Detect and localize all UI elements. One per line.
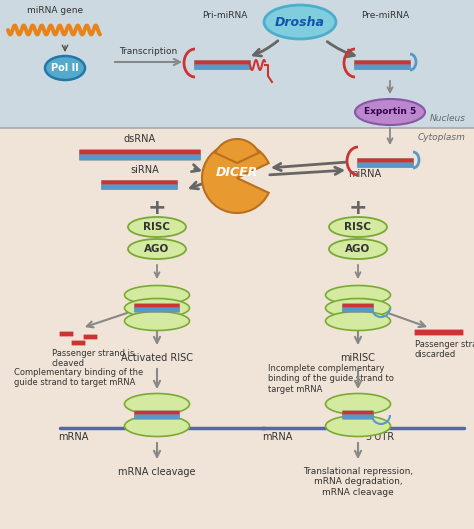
- FancyArrowPatch shape: [355, 329, 361, 343]
- FancyBboxPatch shape: [60, 332, 73, 336]
- FancyBboxPatch shape: [79, 154, 201, 160]
- FancyArrowPatch shape: [154, 443, 160, 457]
- FancyBboxPatch shape: [72, 341, 85, 345]
- FancyBboxPatch shape: [342, 304, 374, 308]
- Text: Nucleus: Nucleus: [430, 114, 466, 123]
- Text: +: +: [349, 198, 367, 218]
- FancyArrowPatch shape: [388, 81, 392, 92]
- FancyArrowPatch shape: [154, 329, 160, 343]
- FancyArrowPatch shape: [274, 162, 345, 171]
- FancyBboxPatch shape: [134, 415, 180, 419]
- Text: mRNA: mRNA: [262, 432, 292, 442]
- Text: mRNA cleavage: mRNA cleavage: [118, 467, 196, 477]
- Ellipse shape: [128, 239, 186, 259]
- FancyArrowPatch shape: [270, 167, 342, 175]
- Text: Transcription: Transcription: [119, 47, 177, 56]
- Ellipse shape: [264, 5, 336, 39]
- Text: Drosha: Drosha: [275, 15, 325, 29]
- FancyBboxPatch shape: [101, 180, 178, 186]
- Text: Complementary binding of the
guide strand to target mRNA: Complementary binding of the guide stran…: [14, 368, 143, 387]
- Ellipse shape: [128, 217, 186, 237]
- FancyArrowPatch shape: [155, 265, 159, 277]
- Ellipse shape: [45, 56, 85, 80]
- FancyArrowPatch shape: [191, 165, 200, 171]
- FancyBboxPatch shape: [194, 60, 251, 66]
- Ellipse shape: [125, 286, 190, 305]
- FancyBboxPatch shape: [101, 185, 178, 190]
- Text: miRISC: miRISC: [340, 353, 375, 363]
- FancyBboxPatch shape: [357, 162, 414, 168]
- Text: RISC: RISC: [345, 222, 372, 232]
- Text: DICER: DICER: [216, 167, 258, 179]
- Text: mRNA: mRNA: [58, 432, 88, 442]
- Text: Pol II: Pol II: [51, 63, 79, 73]
- Wedge shape: [215, 139, 259, 163]
- FancyBboxPatch shape: [342, 415, 374, 419]
- Ellipse shape: [326, 394, 391, 415]
- Ellipse shape: [326, 286, 391, 305]
- Text: Incomplete complementary
binding of the guide strand to
target mRNA: Incomplete complementary binding of the …: [268, 364, 394, 394]
- Ellipse shape: [125, 415, 190, 436]
- Ellipse shape: [326, 312, 391, 331]
- Text: Pre-miRNA: Pre-miRNA: [361, 11, 409, 20]
- FancyBboxPatch shape: [357, 158, 414, 163]
- Text: AGO: AGO: [145, 244, 170, 254]
- Text: RISC: RISC: [144, 222, 171, 232]
- Ellipse shape: [329, 239, 387, 259]
- FancyArrowPatch shape: [87, 313, 128, 327]
- Text: +: +: [148, 198, 166, 218]
- Bar: [0, 128, 474, 529]
- FancyBboxPatch shape: [194, 65, 251, 70]
- FancyBboxPatch shape: [134, 304, 180, 308]
- FancyBboxPatch shape: [134, 411, 180, 415]
- FancyArrowPatch shape: [388, 128, 392, 143]
- Ellipse shape: [125, 298, 190, 317]
- Text: 3’UTR: 3’UTR: [365, 432, 394, 442]
- FancyBboxPatch shape: [134, 307, 180, 312]
- FancyArrowPatch shape: [355, 443, 361, 457]
- Text: Cytoplasm: Cytoplasm: [418, 133, 466, 142]
- Text: siRNA: siRNA: [130, 165, 159, 175]
- Text: Passenger strand is
discarded: Passenger strand is discarded: [415, 340, 474, 359]
- Text: dsRNA: dsRNA: [124, 134, 156, 144]
- FancyArrowPatch shape: [154, 369, 160, 387]
- Text: AGO: AGO: [346, 244, 371, 254]
- Text: miRNA gene: miRNA gene: [27, 6, 83, 15]
- FancyArrowPatch shape: [327, 42, 355, 57]
- FancyArrowPatch shape: [191, 182, 204, 189]
- Text: Exportin 5: Exportin 5: [364, 107, 416, 116]
- Ellipse shape: [326, 415, 391, 436]
- Wedge shape: [202, 143, 269, 213]
- Ellipse shape: [125, 312, 190, 331]
- FancyBboxPatch shape: [83, 335, 97, 340]
- FancyBboxPatch shape: [342, 411, 374, 415]
- FancyArrowPatch shape: [254, 41, 278, 56]
- Ellipse shape: [329, 217, 387, 237]
- FancyBboxPatch shape: [342, 307, 374, 312]
- Ellipse shape: [355, 99, 425, 125]
- Text: Activated RISC: Activated RISC: [121, 353, 193, 363]
- Ellipse shape: [125, 394, 190, 415]
- FancyBboxPatch shape: [354, 60, 411, 66]
- FancyBboxPatch shape: [79, 150, 201, 156]
- Ellipse shape: [326, 298, 391, 317]
- Text: Passenger strand is
cleaved: Passenger strand is cleaved: [52, 349, 134, 368]
- FancyArrowPatch shape: [355, 369, 361, 387]
- FancyBboxPatch shape: [415, 330, 464, 335]
- FancyBboxPatch shape: [354, 65, 411, 70]
- Bar: [0, 0, 474, 128]
- Text: Translational repression,
mRNA degradation,
mRNA cleavage: Translational repression, mRNA degradati…: [303, 467, 413, 497]
- Text: Pri-miRNA: Pri-miRNA: [202, 11, 248, 20]
- FancyArrowPatch shape: [115, 59, 180, 65]
- Text: miRNA: miRNA: [348, 169, 382, 179]
- FancyArrowPatch shape: [356, 265, 361, 277]
- FancyArrowPatch shape: [388, 313, 425, 327]
